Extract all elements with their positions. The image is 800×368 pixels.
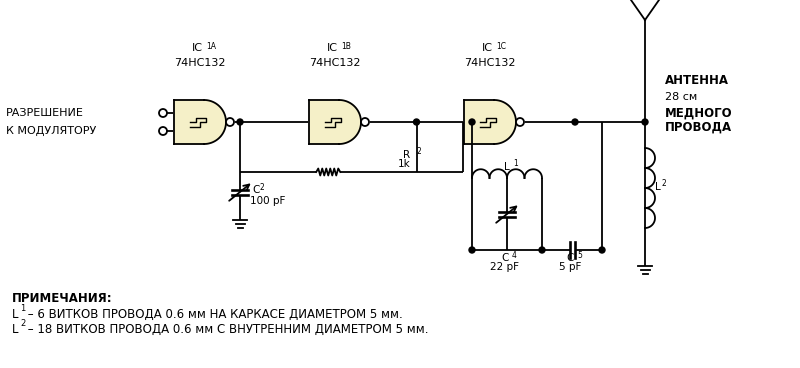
Polygon shape [174,100,226,144]
Text: C: C [252,185,259,195]
Circle shape [572,119,578,125]
Text: IC: IC [482,43,493,53]
Text: L: L [12,308,18,321]
Text: 5 pF: 5 pF [559,262,581,272]
Text: 1C: 1C [496,42,506,51]
Text: МЕДНОГО: МЕДНОГО [665,106,733,120]
Circle shape [516,118,524,126]
Text: 74HC132: 74HC132 [174,58,226,68]
Circle shape [159,127,167,135]
Text: К МОДУЛЯТОРУ: К МОДУЛЯТОРУ [6,126,96,136]
Text: 1: 1 [513,159,518,169]
Text: АНТЕННА: АНТЕННА [665,74,729,86]
Text: РАЗРЕШЕНИЕ: РАЗРЕШЕНИЕ [6,108,84,118]
Text: 100 pF: 100 pF [250,196,286,206]
Circle shape [642,119,648,125]
Text: 74HC132: 74HC132 [310,58,361,68]
Text: – 18 ВИТКОВ ПРОВОДА 0.6 мм С ВНУТРЕННИМ ДИАМЕТРОМ 5 мм.: – 18 ВИТКОВ ПРОВОДА 0.6 мм С ВНУТРЕННИМ … [24,323,429,336]
Text: IC: IC [191,43,202,53]
Text: 5: 5 [577,251,582,259]
Text: R: R [403,150,410,160]
Circle shape [159,109,167,117]
Text: 2: 2 [259,183,264,191]
Text: 1: 1 [20,304,26,313]
Text: 4: 4 [512,251,517,259]
Text: 2: 2 [417,148,422,156]
Circle shape [414,119,419,125]
Polygon shape [464,100,516,144]
Circle shape [237,119,243,125]
Circle shape [469,247,475,253]
Text: 1B: 1B [341,42,351,51]
Text: 1k: 1k [398,159,410,169]
Text: 22 pF: 22 pF [490,262,519,272]
Circle shape [539,247,545,253]
Text: – 6 ВИТКОВ ПРОВОДА 0.6 мм НА КАРКАСЕ ДИАМЕТРОМ 5 мм.: – 6 ВИТКОВ ПРОВОДА 0.6 мм НА КАРКАСЕ ДИА… [24,308,402,321]
Circle shape [599,247,605,253]
Text: ПРИМЕЧАНИЯ:: ПРИМЕЧАНИЯ: [12,292,113,305]
Circle shape [469,119,475,125]
Text: 2: 2 [20,319,26,328]
Text: 28 см: 28 см [665,92,698,102]
Circle shape [226,118,234,126]
Text: ПРОВОДА: ПРОВОДА [665,120,732,134]
Text: L: L [655,182,661,192]
Text: L: L [504,162,510,172]
Text: 1A: 1A [206,42,216,51]
Circle shape [361,118,369,126]
Text: L: L [12,323,18,336]
Text: C: C [502,253,509,263]
Text: IC: IC [326,43,338,53]
Text: 2: 2 [662,180,666,188]
Text: C: C [566,253,574,263]
Text: 74HC132: 74HC132 [464,58,516,68]
Polygon shape [309,100,361,144]
